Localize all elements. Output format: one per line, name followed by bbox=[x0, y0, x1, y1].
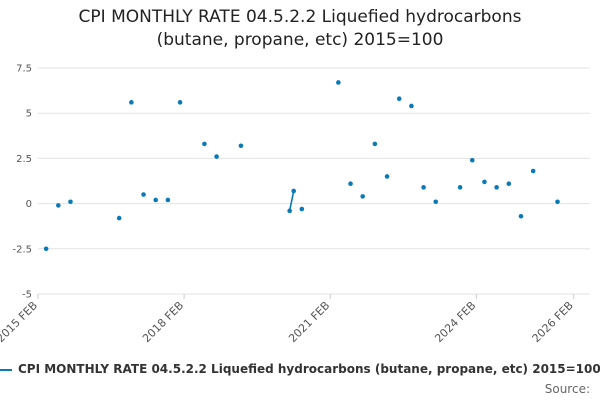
x-axis-ticks: 2015 FEB 2018 FEB 2021 FEB 2024 FEB 2026 FEB bbox=[0, 294, 576, 345]
grid-lines bbox=[38, 67, 590, 295]
y-axis-ticks: -5 -2.5 0 2.5 5 7.5 bbox=[12, 64, 32, 301]
data-point[interactable] bbox=[384, 174, 390, 179]
data-point[interactable] bbox=[433, 199, 439, 205]
data-point[interactable] bbox=[348, 181, 353, 187]
data-point[interactable] bbox=[360, 194, 366, 199]
data-point[interactable] bbox=[530, 168, 536, 174]
chart-title-line-1: CPI MONTHLY RATE 04.5.2.2 Liquefied hydr… bbox=[78, 7, 522, 27]
data-point[interactable] bbox=[482, 179, 487, 185]
data-point[interactable] bbox=[299, 206, 305, 212]
data-point[interactable] bbox=[141, 192, 146, 197]
data-point[interactable] bbox=[494, 185, 499, 190]
data-point[interactable] bbox=[518, 213, 524, 219]
data-point[interactable] bbox=[116, 215, 122, 221]
data-point[interactable] bbox=[287, 208, 292, 214]
data-point[interactable] bbox=[214, 154, 219, 159]
data-point[interactable] bbox=[177, 100, 183, 105]
x-tick-label: 2018 FEB bbox=[140, 299, 186, 345]
x-tick-label: 2015 FEB bbox=[0, 299, 40, 345]
data-point[interactable] bbox=[372, 141, 378, 147]
source-label[interactable]: Source: bbox=[544, 382, 590, 396]
legend-swatch bbox=[0, 368, 12, 371]
data-point[interactable] bbox=[506, 181, 512, 187]
series-points bbox=[43, 80, 560, 252]
data-point[interactable] bbox=[396, 96, 402, 102]
data-point[interactable] bbox=[336, 80, 341, 85]
data-point[interactable] bbox=[165, 197, 171, 203]
x-tick-label: 2024 FEB bbox=[432, 299, 478, 345]
data-point[interactable] bbox=[56, 203, 61, 208]
x-tick-label: 2026 FEB bbox=[530, 299, 576, 345]
legend-label: CPI MONTHLY RATE 04.5.2.2 Liquefied hydr… bbox=[18, 362, 600, 376]
series-segments bbox=[288, 190, 295, 211]
y-tick-label: -5 bbox=[22, 290, 32, 301]
data-point[interactable] bbox=[457, 185, 463, 190]
y-tick-label: 2.5 bbox=[16, 154, 32, 165]
data-point[interactable] bbox=[555, 199, 560, 205]
series-line-segment bbox=[288, 190, 295, 211]
data-point[interactable] bbox=[409, 103, 414, 109]
data-point[interactable] bbox=[421, 185, 426, 190]
data-point[interactable] bbox=[43, 246, 49, 252]
y-tick-label: 5 bbox=[26, 109, 32, 120]
data-point[interactable] bbox=[469, 157, 475, 163]
data-point[interactable] bbox=[153, 197, 159, 203]
y-tick-label: 0 bbox=[26, 199, 32, 210]
data-point[interactable] bbox=[68, 199, 73, 205]
y-tick-label: 7.5 bbox=[16, 64, 32, 75]
data-point[interactable] bbox=[202, 141, 207, 147]
x-tick-label: 2021 FEB bbox=[286, 299, 332, 345]
data-point[interactable] bbox=[238, 143, 244, 149]
legend[interactable]: CPI MONTHLY RATE 04.5.2.2 Liquefied hydr… bbox=[0, 362, 600, 380]
data-point[interactable] bbox=[129, 100, 134, 105]
chart-title-line-2: (butane, propane, etc) 2015=100 bbox=[156, 30, 444, 50]
chart-title: CPI MONTHLY RATE 04.5.2.2 Liquefied hydr… bbox=[0, 6, 600, 52]
y-tick-label: -2.5 bbox=[12, 244, 32, 255]
data-point[interactable] bbox=[291, 188, 296, 194]
